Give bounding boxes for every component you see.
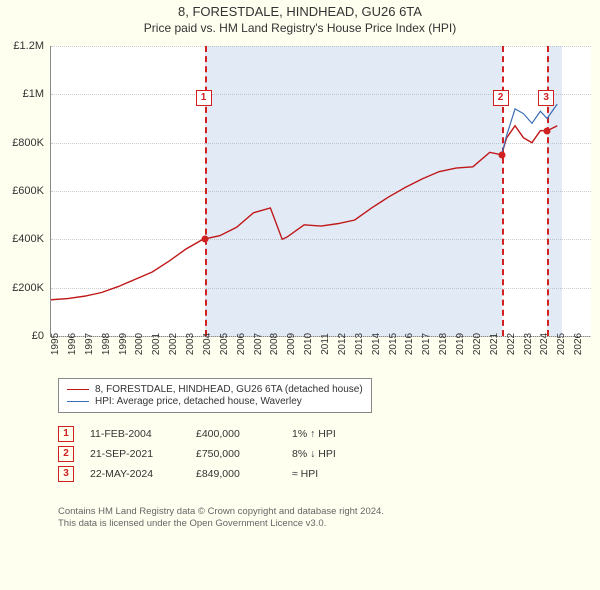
x-tick-label: 2013 [354,333,365,355]
x-tick-label: 1999 [118,333,129,355]
event-row: 3 22-MAY-2024 £849,000 ≈ HPI [58,466,382,482]
x-tick-label: 2017 [421,333,432,355]
x-tick-label: 2016 [404,333,415,355]
events-table: 1 11-FEB-2004 £400,000 1% ↑ HPI 2 21-SEP-2021… [58,422,382,486]
x-tick-label: 2003 [185,333,196,355]
event-row-price: £750,000 [196,448,276,460]
legend-item: 8, FORESTDALE, HINDHEAD, GU26 6TA (detac… [67,384,363,395]
event-row: 2 21-SEP-2021 £750,000 8% ↓ HPI [58,446,382,462]
x-tick-label: 1995 [50,333,61,355]
footer-line-2: This data is licensed under the Open Gov… [58,518,582,530]
event-marker: 3 [538,90,554,106]
x-tick-label: 2024 [539,333,550,355]
y-tick-label: £600K [0,185,44,197]
event-dot [498,151,505,158]
y-tick-label: £1M [0,88,44,100]
x-tick-label: 2014 [371,333,382,355]
legend-label: 8, FORESTDALE, HINDHEAD, GU26 6TA (detac… [95,384,363,395]
x-tick-label: 2021 [489,333,500,355]
event-row-marker: 3 [58,466,74,482]
legend-swatch [67,389,89,390]
x-tick-label: 2008 [269,333,280,355]
event-marker: 2 [493,90,509,106]
y-tick-label: £0 [0,330,44,342]
footer-attribution: Contains HM Land Registry data © Crown c… [58,506,582,531]
y-tick-label: £800K [0,137,44,149]
event-row-marker: 2 [58,446,74,462]
y-tick-label: £1.2M [0,40,44,52]
footer-line-1: Contains HM Land Registry data © Crown c… [58,506,582,518]
event-row-date: 21-SEP-2021 [90,448,180,460]
x-tick-label: 2007 [253,333,264,355]
chart-title: 8, FORESTDALE, HINDHEAD, GU26 6TA [0,4,600,19]
x-tick-label: 1998 [101,333,112,355]
x-tick-label: 2011 [320,333,331,355]
x-tick-label: 2026 [573,333,584,355]
legend-swatch [67,401,89,402]
x-tick-label: 2002 [168,333,179,355]
event-row-marker: 1 [58,426,74,442]
legend-item: HPI: Average price, detached house, Wave… [67,396,363,407]
series-price_paid [51,126,557,300]
event-row-date: 22-MAY-2024 [90,468,180,480]
x-tick-label: 2006 [236,333,247,355]
x-tick-label: 2010 [303,333,314,355]
x-tick-label: 2025 [556,333,567,355]
event-row-diff: 1% ↑ HPI [292,428,382,440]
x-tick-label: 2018 [438,333,449,355]
x-tick-label: 2005 [219,333,230,355]
chart-subtitle: Price paid vs. HM Land Registry's House … [0,21,600,35]
event-row-diff: 8% ↓ HPI [292,448,382,460]
x-tick-label: 2009 [286,333,297,355]
legend: 8, FORESTDALE, HINDHEAD, GU26 6TA (detac… [58,378,372,413]
event-dot [201,236,208,243]
x-tick-label: 2023 [523,333,534,355]
x-tick-label: 2015 [388,333,399,355]
event-row-price: £849,000 [196,468,276,480]
x-tick-label: 2001 [151,333,162,355]
legend-label: HPI: Average price, detached house, Wave… [95,396,302,407]
y-tick-label: £400K [0,233,44,245]
x-tick-label: 1997 [84,333,95,355]
event-marker: 1 [196,90,212,106]
x-tick-label: 2019 [455,333,466,355]
event-row: 1 11-FEB-2004 £400,000 1% ↑ HPI [58,426,382,442]
event-row-diff: ≈ HPI [292,468,382,480]
x-tick-label: 2012 [337,333,348,355]
x-tick-label: 1996 [67,333,78,355]
series-svg [51,46,591,336]
plot-area [50,46,591,337]
y-tick-label: £200K [0,282,44,294]
x-tick-label: 2020 [472,333,483,355]
x-tick-label: 2022 [506,333,517,355]
event-row-price: £400,000 [196,428,276,440]
x-tick-label: 2004 [202,333,213,355]
x-tick-label: 2000 [134,333,145,355]
event-row-date: 11-FEB-2004 [90,428,180,440]
event-dot [544,127,551,134]
